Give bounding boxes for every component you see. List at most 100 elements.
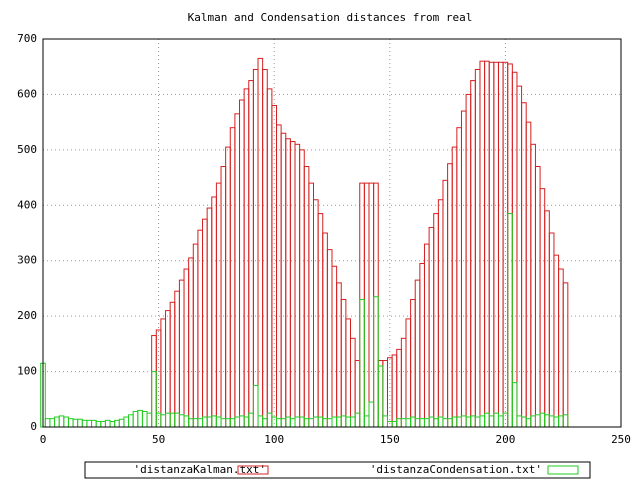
- box: [146, 412, 153, 428]
- box: [363, 415, 370, 428]
- box: [345, 318, 351, 428]
- y-tick-label: 200: [17, 309, 37, 322]
- y-tick-label: 300: [17, 254, 37, 267]
- box: [414, 418, 421, 428]
- box: [414, 279, 421, 428]
- box: [234, 113, 241, 428]
- box: [109, 420, 116, 428]
- box: [447, 163, 453, 428]
- x-tick-label: 0: [40, 433, 47, 446]
- box: [326, 249, 333, 428]
- box: [562, 414, 569, 428]
- box: [548, 415, 555, 428]
- box: [511, 382, 518, 428]
- box: [521, 416, 527, 428]
- box: [354, 412, 361, 428]
- box: [405, 418, 412, 428]
- box: [192, 243, 199, 428]
- box: [95, 420, 102, 428]
- box: [285, 138, 291, 428]
- box: [345, 416, 351, 428]
- x-tick-label: 200: [495, 433, 515, 446]
- box: [77, 418, 83, 428]
- box: [386, 420, 393, 428]
- plot-frame: [42, 38, 622, 428]
- box: [460, 110, 467, 428]
- box: [206, 416, 213, 428]
- box: [276, 124, 282, 428]
- box: [391, 420, 398, 428]
- box: [465, 93, 472, 428]
- box: [558, 268, 564, 428]
- box: [493, 412, 499, 428]
- box: [428, 226, 435, 428]
- box: [396, 348, 402, 428]
- box: [257, 57, 264, 428]
- box: [178, 414, 185, 428]
- box: [151, 371, 157, 428]
- box: [419, 418, 425, 428]
- series-boxes: [151, 57, 569, 428]
- box: [488, 61, 495, 428]
- box: [192, 418, 199, 428]
- box: [400, 418, 407, 428]
- box: [289, 418, 296, 428]
- box: [484, 412, 490, 428]
- box: [137, 409, 143, 428]
- box: [539, 412, 546, 428]
- legend-swatch: [237, 465, 269, 475]
- box: [553, 416, 560, 428]
- box: [474, 68, 481, 428]
- box: [433, 418, 439, 428]
- box: [410, 416, 416, 428]
- box: [317, 416, 324, 428]
- box: [456, 127, 462, 428]
- box: [539, 188, 546, 428]
- y-tick-label: 700: [17, 32, 37, 45]
- box: [456, 416, 462, 428]
- box: [220, 418, 227, 428]
- box: [474, 416, 481, 428]
- box: [132, 410, 139, 428]
- box: [530, 415, 536, 428]
- box: [507, 213, 513, 428]
- box: [493, 61, 499, 428]
- x-tick-label: 100: [264, 433, 284, 446]
- box: [322, 232, 328, 428]
- box: [225, 146, 231, 428]
- box: [331, 416, 338, 428]
- box: [239, 415, 245, 428]
- box: [104, 419, 111, 428]
- box: [303, 418, 310, 428]
- x-tick-label: 50: [152, 433, 165, 446]
- box: [100, 420, 106, 428]
- legend-swatch: [547, 465, 579, 475]
- box: [243, 88, 250, 428]
- box: [308, 418, 315, 428]
- box: [67, 418, 74, 428]
- box: [553, 254, 560, 428]
- legend-label: 'distanzaCondensation.txt': [370, 463, 542, 476]
- box: [451, 416, 458, 428]
- box: [280, 132, 287, 428]
- box: [285, 416, 291, 428]
- box: [502, 61, 509, 428]
- box: [197, 229, 204, 428]
- box: [437, 416, 444, 428]
- box: [118, 418, 125, 428]
- box: [382, 359, 388, 428]
- box: [289, 141, 296, 428]
- box: [188, 257, 194, 428]
- box: [174, 412, 180, 428]
- box: [534, 414, 541, 428]
- box: [248, 80, 254, 428]
- box: [313, 199, 319, 428]
- box: [479, 60, 486, 428]
- box: [368, 401, 375, 428]
- box: [354, 359, 361, 428]
- box: [160, 414, 167, 428]
- box: [257, 415, 264, 428]
- box: [211, 415, 217, 428]
- box: [308, 182, 315, 428]
- legend-label: 'distanzaKalman.txt': [134, 463, 266, 476]
